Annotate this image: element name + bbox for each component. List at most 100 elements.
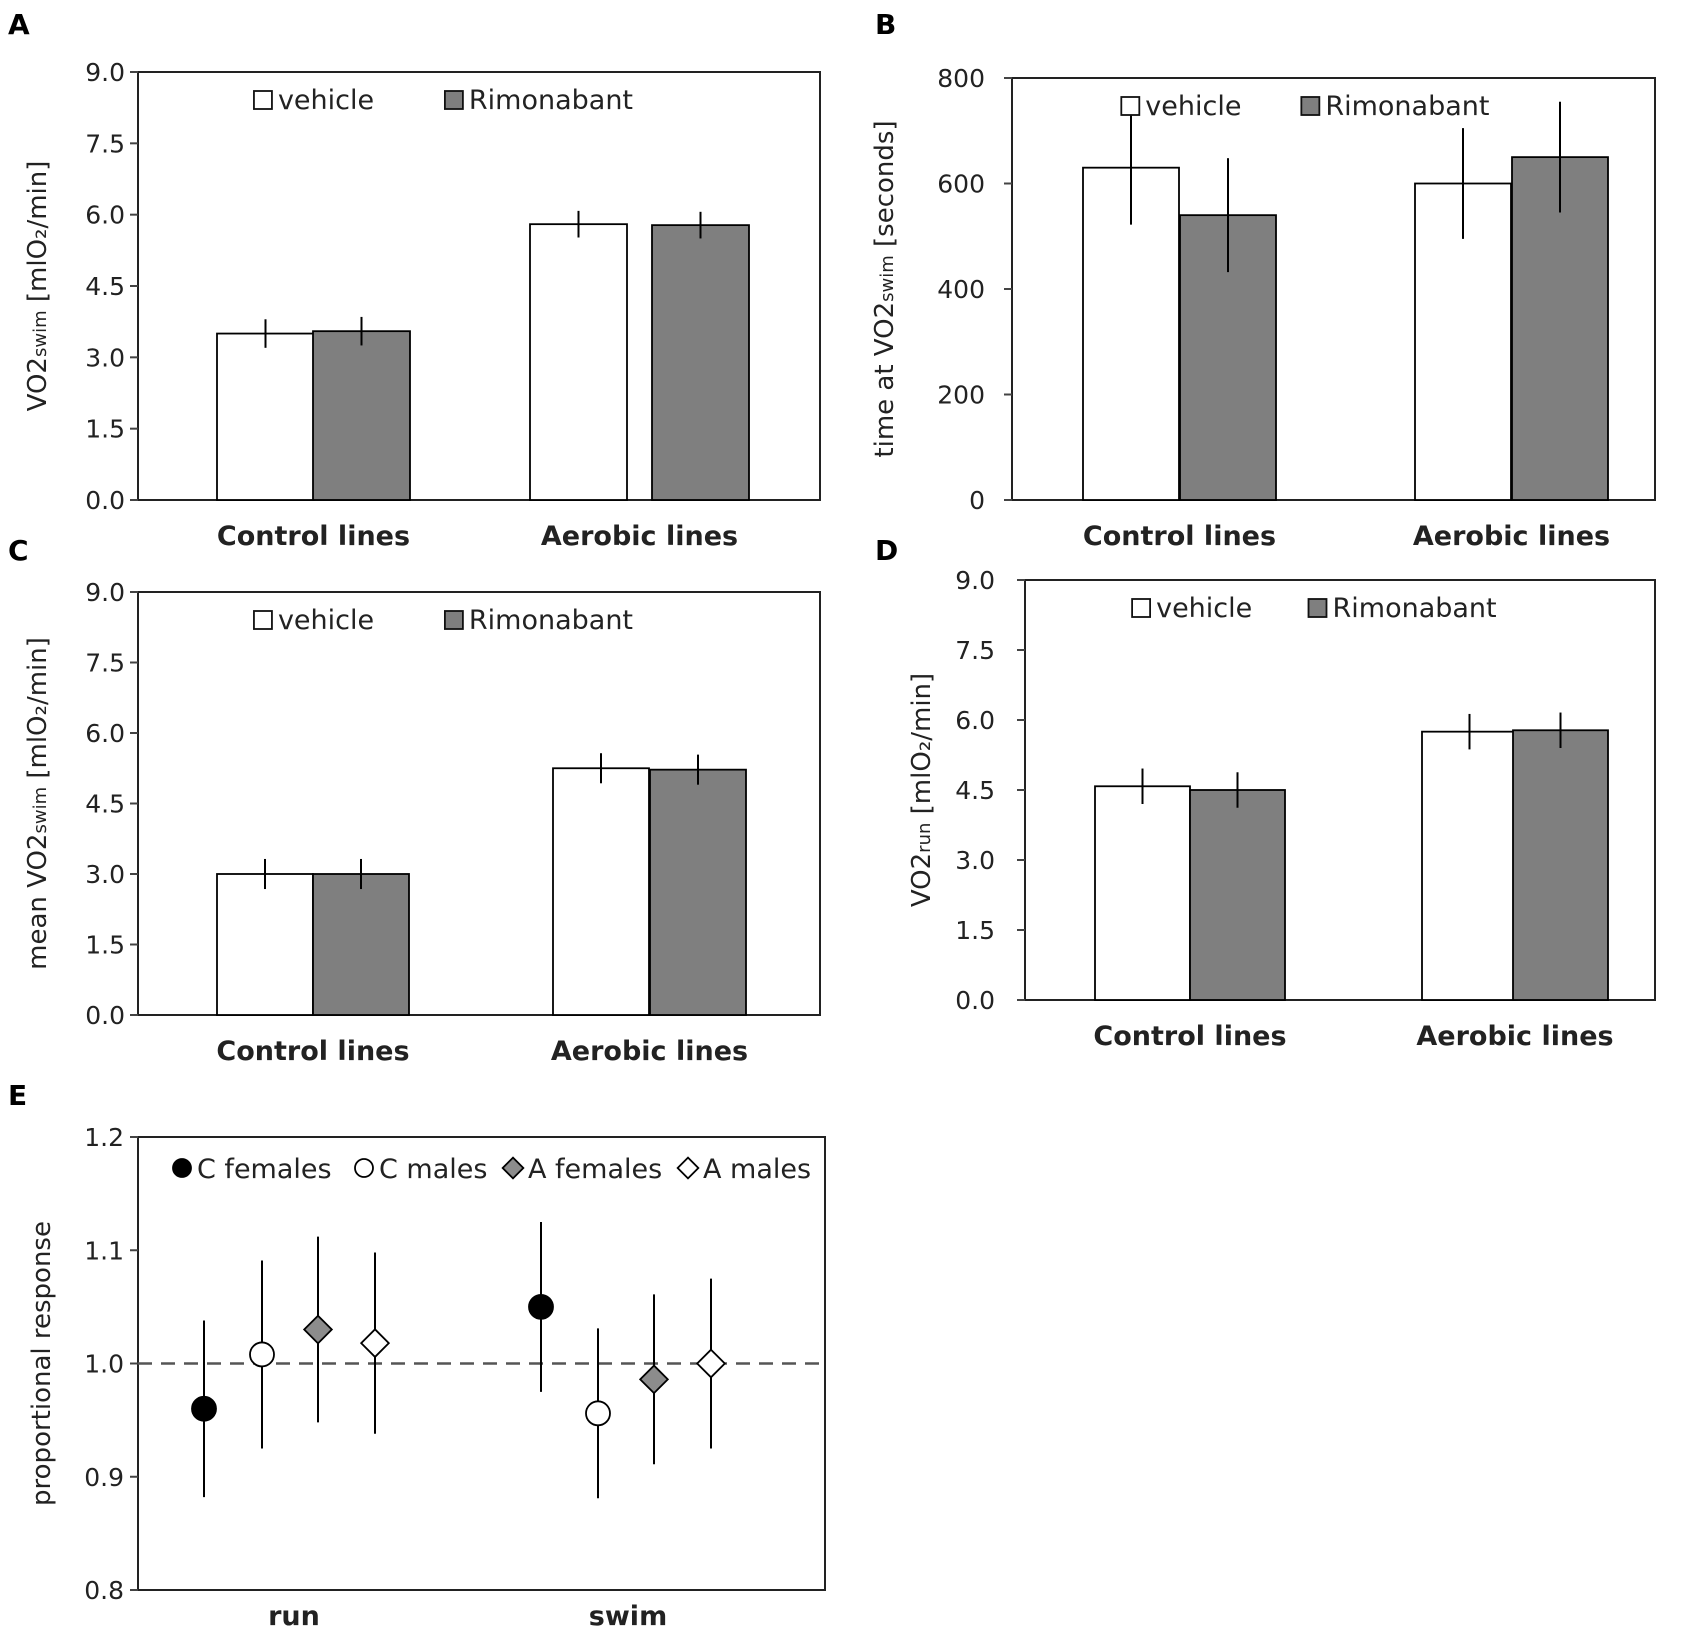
panel-label: B bbox=[875, 8, 896, 41]
bar-vehicle bbox=[529, 223, 628, 501]
legend-marker-open-circle bbox=[354, 1158, 374, 1178]
data-point-filled-circle bbox=[528, 1293, 554, 1320]
legend-swatch-vehicle bbox=[1131, 598, 1151, 618]
bar-rimonabant bbox=[1511, 156, 1609, 501]
bar-vehicle bbox=[1094, 785, 1191, 1001]
legend: vehicle Rimonabant bbox=[253, 85, 633, 116]
y-tick-label: 400 bbox=[937, 275, 985, 304]
y-tick-label: 7.5 bbox=[955, 636, 995, 665]
x-category-label: Aerobic lines bbox=[1413, 521, 1610, 552]
legend-label-vehicle: vehicle bbox=[278, 85, 374, 116]
y-tick-label: 6.0 bbox=[955, 706, 995, 735]
y-tick-label: 0.0 bbox=[955, 986, 995, 1015]
y-tick-label: 9.0 bbox=[85, 578, 125, 607]
x-category-label: Control lines bbox=[216, 1036, 409, 1067]
y-tick-label: 9.0 bbox=[85, 58, 125, 87]
bar-rimonabant bbox=[649, 768, 747, 1016]
y-axis-label: mean VO2swim [mlO₂/min] bbox=[23, 637, 53, 970]
y-tick-label: 3.0 bbox=[85, 343, 125, 372]
y-axis-label: VO2run [mlO₂/min] bbox=[907, 673, 937, 907]
y-tick-label: 1.5 bbox=[85, 415, 125, 444]
bar-vehicle bbox=[216, 332, 315, 501]
legend-label: C females bbox=[197, 1154, 332, 1185]
bar-vehicle bbox=[1082, 166, 1180, 501]
y-tick-label: 4.5 bbox=[955, 776, 995, 805]
legend-swatch-rimonabant bbox=[443, 610, 464, 630]
legend: C females C males A females A males bbox=[172, 1154, 811, 1185]
panel-label: D bbox=[875, 534, 898, 567]
y-tick-label: 0 bbox=[969, 486, 985, 515]
legend: vehicle Rimonabant bbox=[1131, 593, 1497, 624]
y-tick-label: 4.5 bbox=[85, 272, 125, 301]
y-tick-label: 600 bbox=[937, 170, 985, 199]
bar-vehicle bbox=[552, 767, 650, 1016]
y-tick-label: 1.5 bbox=[955, 916, 995, 945]
x-category-label: swim bbox=[589, 1601, 667, 1632]
panel-b: B 0 200 400 600 800 time at VO2swim [seconds] C… bbox=[870, 8, 1656, 552]
legend-label: A males bbox=[703, 1154, 811, 1185]
y-axis-label-subscript: swim bbox=[30, 310, 51, 357]
y-tick-label: 7.5 bbox=[85, 649, 125, 678]
legend-label-vehicle: vehicle bbox=[1145, 91, 1241, 122]
y-tick-label: 0.0 bbox=[85, 1001, 125, 1030]
legend-label: C males bbox=[379, 1154, 487, 1185]
y-tick-label: 3.0 bbox=[85, 860, 125, 889]
y-tick-label: 1.5 bbox=[85, 931, 125, 960]
x-category-label: Aerobic lines bbox=[1416, 1021, 1613, 1052]
legend-label-vehicle: vehicle bbox=[278, 605, 374, 636]
legend: vehicle Rimonabant bbox=[1120, 91, 1489, 122]
legend-label-rimonabant: Rimonabant bbox=[469, 85, 633, 116]
legend-swatch-rimonabant bbox=[1300, 96, 1321, 116]
legend-label-rimonabant: Rimonabant bbox=[469, 605, 633, 636]
y-tick-label: 0.8 bbox=[84, 1576, 124, 1605]
data-point-filled-circle bbox=[191, 1395, 217, 1422]
y-tick-label: 6.0 bbox=[85, 719, 125, 748]
x-category-label: Aerobic lines bbox=[551, 1036, 748, 1067]
y-axis-label: proportional response bbox=[27, 1221, 57, 1506]
y-axis-label-subscript: swim bbox=[30, 787, 51, 834]
legend-label-rimonabant: Rimonabant bbox=[1325, 91, 1489, 122]
x-category-label: Control lines bbox=[1083, 521, 1276, 552]
y-tick-label: 9.0 bbox=[955, 566, 995, 595]
panel-label: E bbox=[8, 1079, 27, 1112]
y-tick-label: 800 bbox=[937, 64, 985, 93]
bar-rimonabant bbox=[312, 873, 410, 1016]
legend-marker-open-diamond bbox=[676, 1156, 700, 1180]
bar-rimonabant bbox=[312, 330, 411, 501]
panel-a: A 0.0 1.5 3.0 4.5 6.0 7.5 9.0 VO2swim [mlO₂/min]… bbox=[8, 8, 821, 552]
panel-e: E 0.8 0.9 1.0 1.1 1.2 proportional response run… bbox=[8, 1079, 826, 1632]
legend-swatch-rimonabant bbox=[1307, 598, 1328, 618]
legend-swatch-rimonabant bbox=[443, 90, 464, 110]
y-axis-label-main: VO2 bbox=[907, 853, 937, 907]
y-axis-label-subscript: run bbox=[914, 823, 935, 853]
x-category-label: run bbox=[268, 1601, 320, 1632]
legend-marker-filled-circle bbox=[172, 1158, 192, 1178]
y-tick-label: 3.0 bbox=[955, 846, 995, 875]
y-tick-label: 0.9 bbox=[84, 1463, 124, 1492]
panel-d: D 0.0 1.5 3.0 4.5 6.0 7.5 9.0 VO2run [mlO₂/min] C… bbox=[875, 534, 1656, 1052]
data-point-open-diamond bbox=[359, 1328, 391, 1359]
panel-label: A bbox=[8, 8, 30, 41]
y-axis-label-main: proportional response bbox=[27, 1221, 57, 1506]
y-axis-label: time at VO2swim [seconds] bbox=[870, 120, 900, 457]
legend-label-rimonabant: Rimonabant bbox=[1333, 593, 1497, 624]
y-axis-label-subscript: swim bbox=[877, 255, 898, 302]
legend-label: A females bbox=[528, 1154, 662, 1185]
legend-label-vehicle: vehicle bbox=[1156, 593, 1252, 624]
bar-rimonabant bbox=[1512, 729, 1609, 1001]
y-axis-label-main: VO2 bbox=[23, 357, 53, 411]
y-tick-label: 4.5 bbox=[85, 790, 125, 819]
data-point-open-circle bbox=[585, 1400, 611, 1427]
bar-rimonabant bbox=[651, 224, 750, 501]
y-axis-label-main: time at VO2 bbox=[870, 302, 900, 458]
y-axis-label-main: mean VO2 bbox=[23, 834, 53, 970]
bar-vehicle bbox=[216, 873, 314, 1016]
legend-swatch-vehicle bbox=[253, 90, 273, 110]
y-tick-label: 7.5 bbox=[85, 129, 125, 158]
legend-marker-filled-diamond bbox=[501, 1156, 525, 1180]
data-point-filled-diamond bbox=[638, 1364, 670, 1395]
data-point-open-diamond bbox=[695, 1348, 727, 1379]
x-category-label: Aerobic lines bbox=[541, 521, 738, 552]
legend-swatch-vehicle bbox=[1120, 96, 1141, 116]
